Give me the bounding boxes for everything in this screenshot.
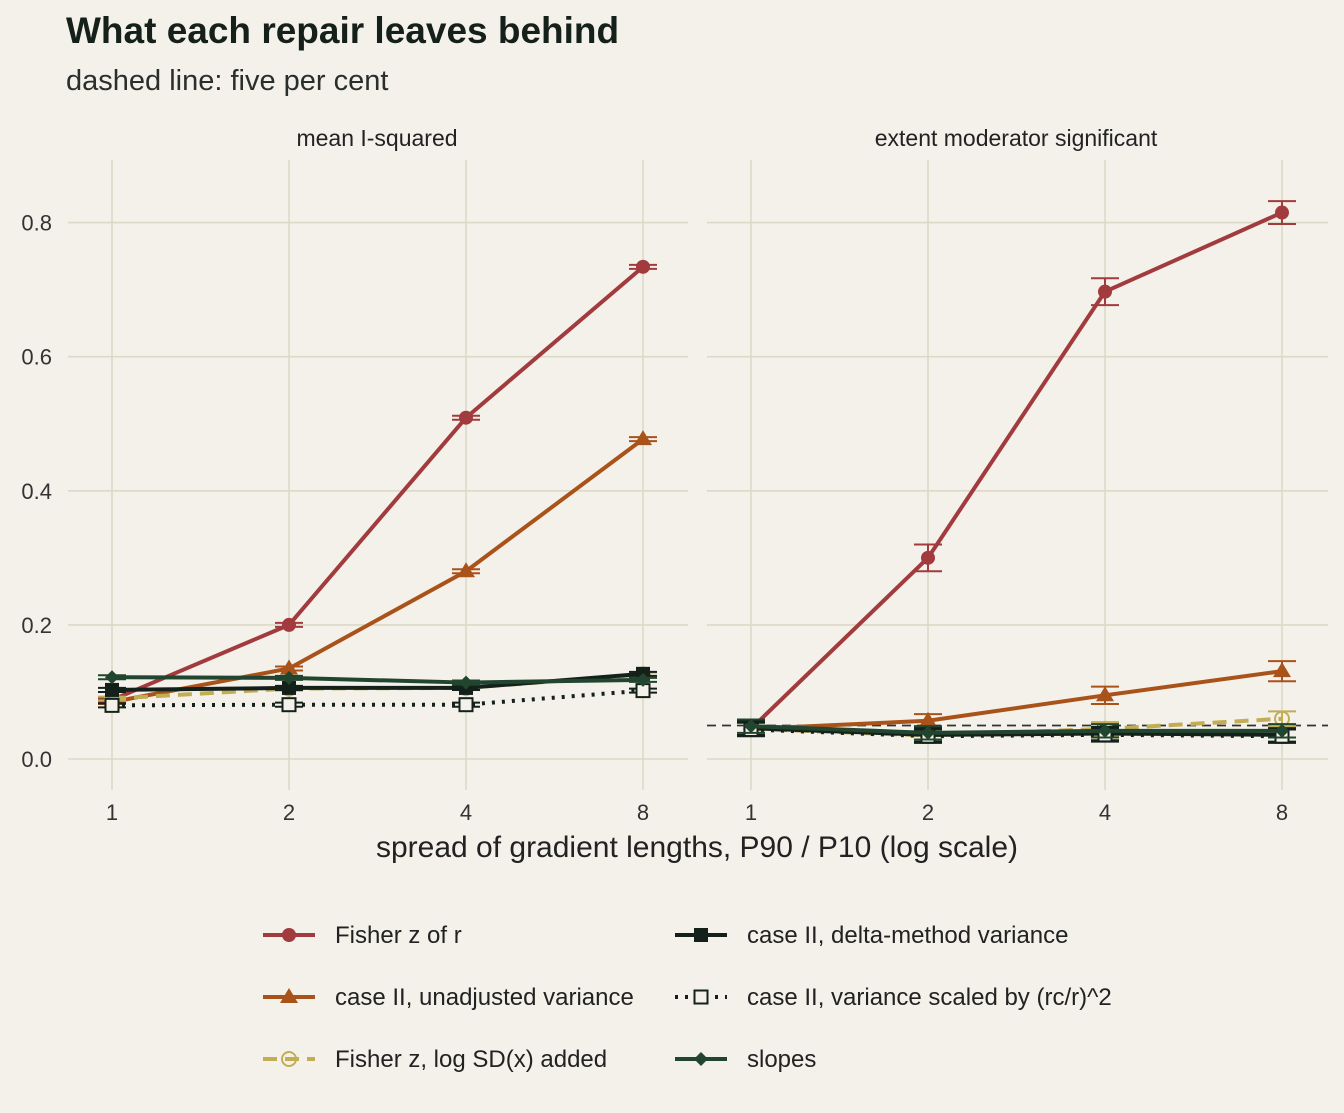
legend-item-fisher-z-log-sd-x-added: Fisher z, log SD(x) added xyxy=(263,1046,607,1073)
y-axis-ticks: 0.0 0.2 0.4 0.6 0.8 xyxy=(21,211,52,772)
data-point xyxy=(105,670,119,685)
y-tick-label: 0.4 xyxy=(21,479,52,504)
data-point xyxy=(636,672,650,687)
data-point xyxy=(921,550,935,565)
series-line xyxy=(749,210,1283,731)
data-point xyxy=(459,675,473,690)
data-point xyxy=(1275,723,1289,738)
data-point xyxy=(282,670,296,685)
data-point xyxy=(919,711,937,727)
legend-item-case-ii-unadjusted-variance: case II, unadjusted variance xyxy=(263,984,634,1011)
legend: Fisher z of r case II, unadjusted varianc… xyxy=(263,922,1112,1073)
data-point xyxy=(1098,723,1112,738)
data-point xyxy=(457,562,475,578)
panel-title-mean-i-squared: mean I-squared xyxy=(296,125,457,151)
data-point xyxy=(1275,205,1289,220)
series-line xyxy=(111,437,645,704)
legend-key-marker xyxy=(694,928,708,942)
data-point xyxy=(104,697,120,713)
series-line xyxy=(111,265,645,702)
x-tick-label: 2 xyxy=(283,800,295,825)
series-case-ii-unadjusted-variance xyxy=(737,660,1296,737)
series-layer xyxy=(737,200,1296,744)
x-tick-label: 8 xyxy=(1276,800,1288,825)
x-tick-label: 4 xyxy=(460,800,472,825)
data-point xyxy=(1096,686,1114,702)
x-tick-label: 1 xyxy=(745,800,757,825)
data-point xyxy=(1098,284,1112,299)
data-point xyxy=(105,682,119,697)
data-point xyxy=(459,410,473,425)
legend-item-case-ii-delta-method-variance: case II, delta-method variance xyxy=(675,922,1069,949)
x-axis-ticks: 1 2 4 8 xyxy=(106,800,649,825)
panel-grid xyxy=(707,160,1328,790)
series-fisher-z-of-r xyxy=(98,259,657,707)
legend-item-case-ii-variance-scaled-by-rc-r-2: case II, variance scaled by (rc/r)^2 xyxy=(675,984,1112,1011)
data-point xyxy=(282,617,296,632)
series-line xyxy=(750,669,1283,731)
series-layer xyxy=(98,259,657,713)
data-point xyxy=(282,680,296,695)
legend-item-fisher-z-of-r: Fisher z of r xyxy=(263,922,462,949)
series-slopes xyxy=(737,718,1296,741)
y-tick-label: 0.6 xyxy=(21,345,52,370)
series-fisher-z-of-r xyxy=(737,200,1296,737)
x-tick-label: 4 xyxy=(1099,800,1111,825)
series-line xyxy=(111,675,644,685)
series-line xyxy=(750,724,1282,735)
panel-extent-moderator-significant: extent moderator significant 1 2 4 8 xyxy=(707,125,1328,825)
x-axis-ticks: 1 2 4 8 xyxy=(745,800,1288,825)
data-point xyxy=(280,659,298,675)
legend-label: Fisher z of r xyxy=(335,922,462,949)
legend-key-marker xyxy=(693,989,709,1005)
data-point xyxy=(634,430,652,446)
data-point xyxy=(921,725,935,740)
panel-grid xyxy=(68,160,688,790)
legend-key-marker xyxy=(280,988,298,1003)
series-case-ii-unadjusted-variance xyxy=(98,430,657,709)
x-axis-label: spread of gradient lengths, P90 / P10 (l… xyxy=(376,831,1018,864)
chart-subtitle: dashed line: five per cent xyxy=(66,65,388,97)
data-point xyxy=(636,259,650,274)
legend-label: slopes xyxy=(747,1046,816,1073)
legend-key-marker xyxy=(694,1052,708,1066)
panel-mean-i-squared: mean I-squared 0.0 0.2 0.4 0.6 0.8 1 2 4 8 xyxy=(21,125,688,825)
panel-title-extent-moderator: extent moderator significant xyxy=(875,125,1158,151)
series-slopes xyxy=(98,670,657,690)
series-line xyxy=(111,688,644,708)
x-tick-label: 8 xyxy=(637,800,649,825)
legend-item-slopes: slopes xyxy=(675,1046,816,1073)
y-tick-label: 0.0 xyxy=(21,747,52,772)
data-point xyxy=(458,697,474,713)
y-tick-label: 0.2 xyxy=(21,613,52,638)
legend-label: case II, delta-method variance xyxy=(747,922,1069,949)
x-tick-label: 1 xyxy=(106,800,118,825)
chart-title: What each repair leaves behind xyxy=(66,10,619,51)
x-tick-label: 2 xyxy=(922,800,934,825)
series-line xyxy=(750,727,1283,739)
legend-label: Fisher z, log SD(x) added xyxy=(335,1046,607,1073)
legend-label: case II, variance scaled by (rc/r)^2 xyxy=(747,984,1112,1011)
legend-key-marker xyxy=(281,1051,297,1067)
legend-key-marker xyxy=(282,928,296,942)
data-point xyxy=(744,719,758,734)
legend-label: case II, unadjusted variance xyxy=(335,984,634,1011)
series-case-ii-variance-scaled-by-rc-r-2 xyxy=(98,683,657,713)
data-point xyxy=(1273,662,1291,678)
y-tick-label: 0.8 xyxy=(21,211,52,236)
data-point xyxy=(281,697,297,713)
